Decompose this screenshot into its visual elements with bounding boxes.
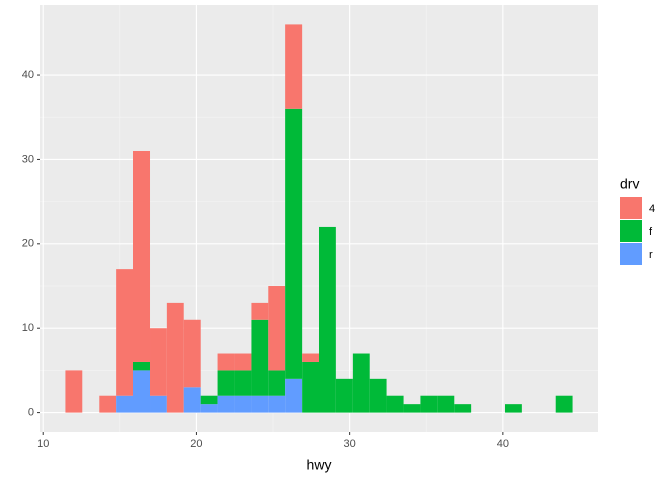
bar-segment [251, 395, 269, 413]
bar-segment [217, 395, 235, 413]
legend-label: f [649, 226, 653, 238]
bar-segment [183, 319, 201, 388]
legend-key [620, 197, 642, 219]
legend-label: 4 [649, 203, 655, 215]
bar-segment [217, 353, 235, 371]
bar-segment [369, 378, 387, 413]
x-tick-label: 30 [344, 438, 356, 450]
y-tick-label: 40 [22, 69, 34, 81]
bar-segment [150, 395, 167, 413]
bar-segment [65, 370, 83, 413]
x-axis-title: hwy [307, 457, 332, 473]
bar-segment [99, 395, 117, 413]
bar-segment [133, 370, 151, 413]
bar-segment [200, 395, 218, 405]
bar-segment [319, 226, 336, 413]
y-tick-label: 10 [22, 322, 34, 334]
bar-segment [403, 404, 421, 413]
bar-segment [386, 395, 404, 413]
bar-segment [251, 319, 269, 396]
bar-segment [285, 24, 303, 109]
axes: 0 10 20 30 40 10 20 30 40 [22, 69, 509, 450]
bar-segment [116, 395, 133, 413]
bar-segment [116, 269, 133, 396]
bar-segment [505, 404, 522, 413]
bar-segment [302, 353, 319, 362]
legend-key [620, 243, 642, 265]
bar-segment [268, 395, 286, 413]
bar-segment [251, 302, 269, 320]
bar-segment [183, 387, 201, 413]
bar-segment [437, 395, 455, 413]
y-tick-label: 20 [22, 238, 34, 250]
legend: drv 4 fr [620, 176, 655, 265]
y-tick-label: 30 [22, 153, 34, 165]
bar-segment [234, 395, 252, 413]
bar-segment [133, 361, 151, 371]
bar-segment [200, 404, 218, 413]
bar-segment [285, 108, 303, 379]
bar-segment [302, 361, 319, 413]
legend-key [620, 220, 642, 242]
bar-segment [133, 150, 151, 362]
bar-segment [150, 328, 167, 396]
bar-segment [555, 395, 573, 413]
y-tick-label: 0 [28, 406, 34, 418]
bar-segment [335, 378, 353, 413]
x-tick-label: 40 [497, 438, 509, 450]
legend-title: drv [620, 176, 639, 192]
bar-segment [166, 302, 184, 413]
bar-segment [285, 378, 303, 413]
bar-segment [268, 286, 286, 371]
bars [65, 24, 573, 413]
bar-segment [352, 353, 370, 413]
bar-segment [234, 370, 252, 396]
x-tick-label: 10 [37, 438, 49, 450]
bar-segment [420, 395, 438, 413]
x-tick-label: 20 [190, 438, 202, 450]
legend-label: r [649, 249, 653, 261]
bar-segment [268, 370, 286, 396]
bar-segment [217, 370, 235, 396]
bar-segment [454, 404, 472, 413]
bar-segment [234, 353, 252, 371]
